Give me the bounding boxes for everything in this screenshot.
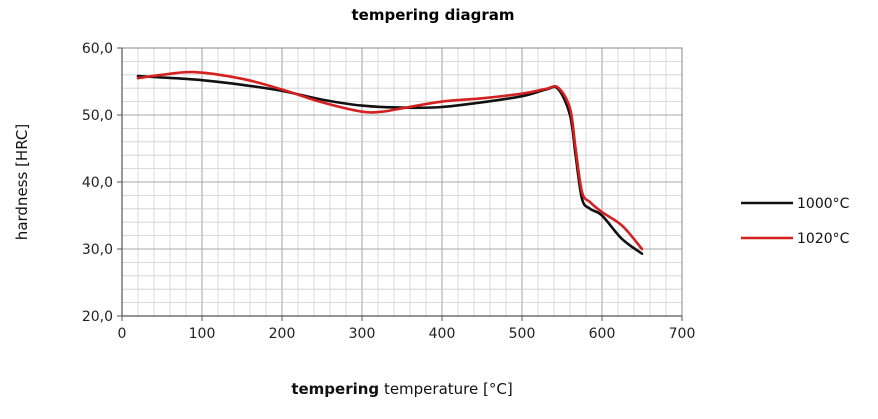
series-lines (136, 70, 644, 255)
x-tick-label: 300 (349, 326, 376, 342)
series-line-1000c (136, 74, 644, 255)
x-tick-label: 400 (429, 326, 456, 342)
y-tick-label: 60,0 (82, 41, 113, 57)
legend-label: 1020°C (797, 231, 850, 247)
legend: 1000°C 1020°C (741, 196, 850, 247)
y-tick-label: 20,0 (82, 309, 113, 325)
x-tick-label: 600 (589, 326, 616, 342)
grid (122, 48, 682, 316)
tick-labels: 0 100 200 300 400 500 600 700 20,0 30,0 40,0 50,0 60… (82, 41, 696, 342)
axes (117, 47, 683, 321)
legend-item: 1020°C (741, 231, 850, 247)
x-axis-label-bold: tempering (291, 380, 379, 398)
y-axis-label: hardness [HRC] (13, 124, 31, 240)
x-tick-label: 0 (118, 326, 127, 342)
x-tick-label: 700 (669, 326, 696, 342)
x-axis-label: tempering temperature [°C] (291, 380, 512, 398)
y-tick-label: 30,0 (82, 242, 113, 258)
y-tick-label: 40,0 (82, 175, 113, 191)
series-line-1020c (136, 70, 644, 251)
legend-item: 1000°C (741, 196, 850, 212)
x-tick-label: 200 (269, 326, 296, 342)
chart-title: tempering diagram (352, 6, 515, 24)
x-tick-label: 100 (189, 326, 216, 342)
y-tick-label: 50,0 (82, 108, 113, 124)
legend-label: 1000°C (797, 196, 850, 212)
x-axis-label-unit: temperature [°C] (384, 380, 513, 398)
x-tick-label: 500 (509, 326, 536, 342)
